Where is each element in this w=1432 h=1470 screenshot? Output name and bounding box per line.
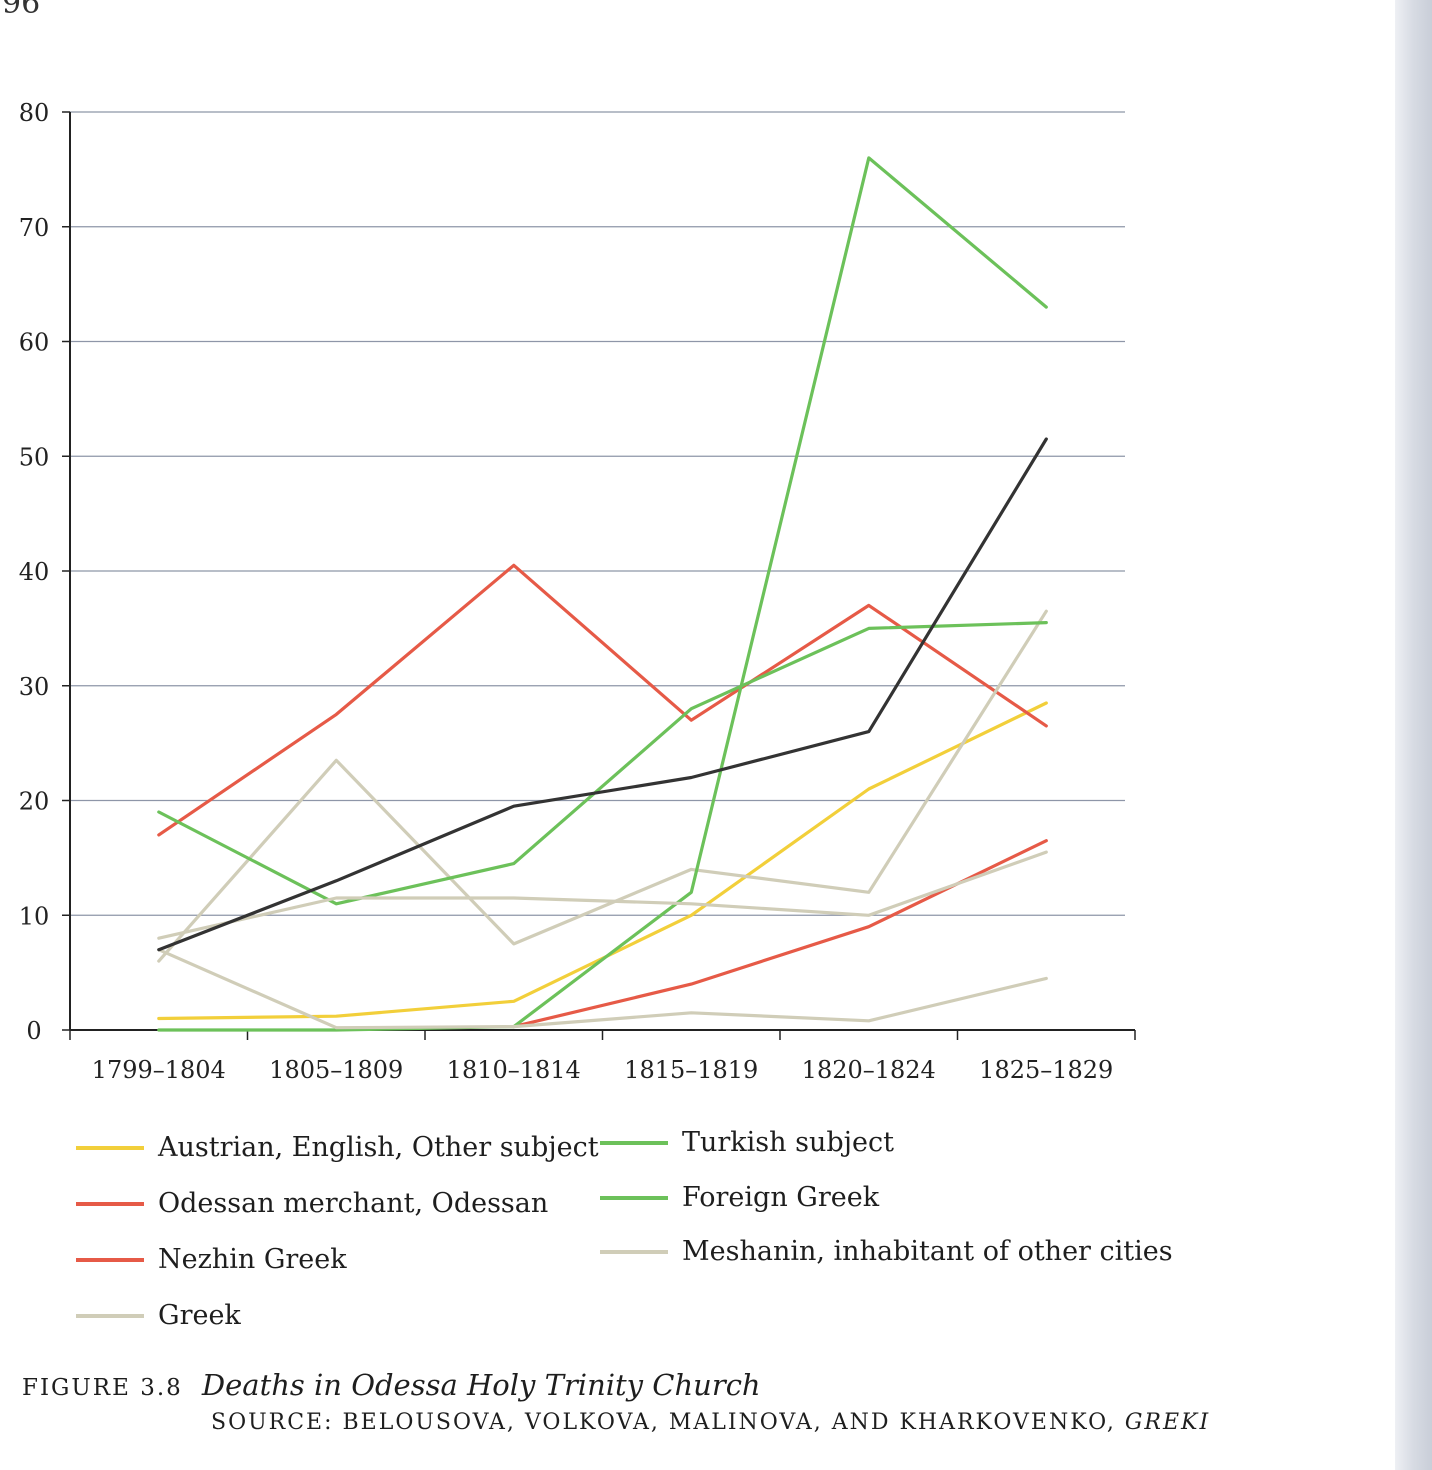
legend-swatch [76,1145,144,1150]
y-tick-label: 50 [19,443,50,471]
series-line-unlabeled-7 [157,948,1048,1030]
legend-label: Austrian, English, Other subject [158,1132,599,1163]
y-tick-label: 70 [19,214,50,242]
legend-label: Foreign Greek [682,1182,880,1213]
legend-label: Nezhin Greek [158,1244,347,1275]
legend-item-odessan-merchant: Odessan merchant, Odessan [76,1188,548,1219]
legend-label: Turkish subject [682,1127,894,1158]
series-line-greek [157,609,1048,963]
figure-caption: FIGURE 3.8 Deaths in Odessa Holy Trinity… [22,1368,1382,1435]
figure-title: Deaths in Odessa Holy Trinity Church [201,1368,761,1402]
legend-swatch [600,1140,668,1145]
series-line-turkish-subject [157,621,1048,906]
y-tick-label: 0 [26,1017,41,1045]
legend-swatch [600,1195,668,1200]
page-number: 96 [2,0,41,21]
caption-line: FIGURE 3.8 Deaths in Odessa Holy Trinity… [22,1368,1382,1402]
legend-swatch [600,1249,668,1254]
x-tick-label: 1815–1819 [624,1056,758,1084]
figure-label: FIGURE 3.8 [22,1375,183,1401]
legend-item-nezhin-greek: Nezhin Greek [76,1244,347,1275]
legend-item-austrian-english-other: Austrian, English, Other subject [76,1132,599,1163]
y-tick-label: 30 [19,673,50,701]
line-chart: 0 10 20 30 40 50 60 70 80 1799–1804 1805–1809 1810–… [19,99,1136,1084]
x-tick-label: 1799–1804 [92,1056,226,1084]
x-tick-label: 1825–1829 [979,1056,1113,1084]
series-line-meshanin-inhabitant-of-other-cities [157,850,1048,940]
series-line-unlabeled-8 [157,437,1048,952]
y-tick-label: 10 [19,902,50,930]
x-tick-label: 1810–1814 [447,1056,581,1084]
legend-swatch [76,1201,144,1206]
legend-item-foreign-greek: Foreign Greek [600,1182,879,1213]
figure-source: SOURCE: BELOUSOVA, VOLKOVA, MALINOVA, AN… [211,1410,1382,1435]
series-line-foreign-greek [157,156,1048,1032]
y-tick-label: 80 [19,99,50,127]
y-tick-label: 40 [19,558,50,586]
legend-swatch [76,1313,144,1318]
page-edge-shadow [1395,0,1432,1470]
legend-item-meshanin: Meshanin, inhabitant of other cities [600,1236,1173,1267]
y-tick-label: 60 [19,329,50,357]
legend-item-greek: Greek [76,1300,241,1331]
x-tick-label: 1820–1824 [802,1056,936,1084]
series-line-austrian-english-other-subject [157,701,1048,1021]
legend-label: Meshanin, inhabitant of other cities [682,1236,1173,1267]
x-tick-label: 1805–1809 [269,1056,403,1084]
series-line-odessan-merchant-odessan [157,563,1048,837]
source-text: SOURCE: BELOUSOVA, VOLKOVA, MALINOVA, AN… [211,1410,1116,1435]
legend-label: Greek [158,1300,241,1331]
y-tick-label: 20 [19,788,50,816]
source-title: GREKI [1124,1410,1211,1435]
legend-swatch [76,1257,144,1262]
legend-item-turkish-subject: Turkish subject [600,1127,894,1158]
legend-label: Odessan merchant, Odessan [158,1188,549,1219]
